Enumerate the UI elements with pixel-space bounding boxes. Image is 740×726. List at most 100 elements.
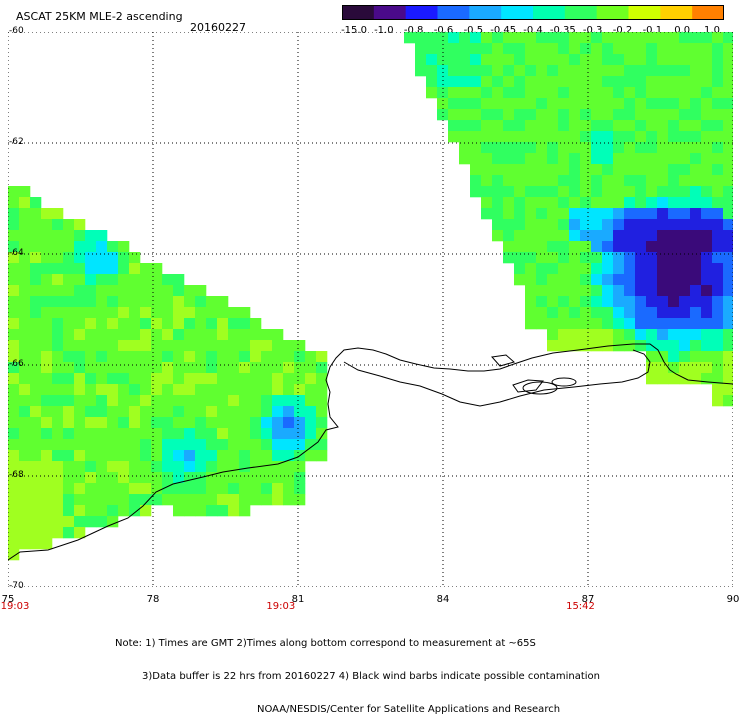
swath-cell xyxy=(74,263,86,275)
swath-cell xyxy=(657,373,669,385)
swath-cell xyxy=(514,252,526,264)
swath-cell xyxy=(239,494,251,506)
swath-cell xyxy=(470,186,482,198)
swath-cell xyxy=(602,307,614,319)
latitude-label: -70 xyxy=(9,581,24,591)
swath-cell xyxy=(118,307,130,319)
swath-cell xyxy=(602,197,614,209)
swath-cell xyxy=(294,472,306,484)
swath-cell xyxy=(151,351,163,363)
swath-cell xyxy=(261,428,273,440)
swath-cell xyxy=(558,219,570,231)
swath-cell xyxy=(657,153,669,165)
swath-cell xyxy=(580,252,592,264)
swath-cell xyxy=(602,142,614,154)
swath-cell xyxy=(217,450,229,462)
swath-cell xyxy=(52,318,64,330)
swath-cell xyxy=(261,340,273,352)
swath-cell xyxy=(173,472,185,484)
swath-cell xyxy=(162,472,174,484)
swath-cell xyxy=(569,230,581,242)
swath-cell xyxy=(547,32,559,44)
swath-cell xyxy=(569,296,581,308)
swath-cell xyxy=(140,329,152,341)
swath-cell xyxy=(591,252,603,264)
swath-cell xyxy=(206,384,218,396)
swath-cell xyxy=(195,428,207,440)
swath-cell xyxy=(96,263,108,275)
swath-cell xyxy=(558,252,570,264)
swath-cell xyxy=(712,395,724,407)
swath-cell xyxy=(503,98,515,110)
swath-cell xyxy=(503,153,515,165)
swath-cell xyxy=(184,362,196,374)
swath-cell xyxy=(19,263,31,275)
swath-cell xyxy=(547,131,559,143)
swath-cell xyxy=(41,494,53,506)
swath-cell xyxy=(250,494,262,506)
swath-cell xyxy=(96,439,108,451)
swath-cell xyxy=(63,406,75,418)
swath-cell xyxy=(547,142,559,154)
swath-cell xyxy=(217,417,229,429)
swath-cell xyxy=(525,285,537,297)
swath-cell xyxy=(712,340,724,352)
swath-cell xyxy=(547,87,559,99)
swath-cell xyxy=(569,197,581,209)
swath-cell xyxy=(162,329,174,341)
swath-cell xyxy=(162,417,174,429)
swath-cell xyxy=(459,76,471,88)
swath-cell xyxy=(19,483,31,495)
swath-cell xyxy=(63,505,75,517)
swath-cell xyxy=(107,472,119,484)
swath-cell xyxy=(723,318,733,330)
swath-cell xyxy=(151,307,163,319)
swath-cell xyxy=(690,318,702,330)
swath-cell xyxy=(151,373,163,385)
swath-cell xyxy=(657,340,669,352)
swath-cell xyxy=(52,307,64,319)
swath-cell xyxy=(558,175,570,187)
swath-cell xyxy=(41,461,53,473)
swath-cell xyxy=(118,384,130,396)
swath-cell xyxy=(173,274,185,286)
swath-cell xyxy=(514,32,526,44)
swath-cell xyxy=(118,406,130,418)
swath-cell xyxy=(107,318,119,330)
swath-cell xyxy=(228,417,240,429)
swath-cell xyxy=(602,164,614,176)
swath-cell xyxy=(63,362,75,374)
swath-cell xyxy=(459,43,471,55)
swath-cell xyxy=(668,76,680,88)
colorbar-segment xyxy=(628,5,661,20)
swath-cell xyxy=(624,285,636,297)
swath-cell xyxy=(41,329,53,341)
swath-cell xyxy=(30,395,42,407)
swath-cell xyxy=(613,219,625,231)
swath-cell xyxy=(657,87,669,99)
swath-cell xyxy=(8,538,20,550)
swath-cell xyxy=(690,43,702,55)
swath-cell xyxy=(613,285,625,297)
swath-cell xyxy=(613,76,625,88)
swath-cell xyxy=(184,340,196,352)
swath-cell xyxy=(657,208,669,220)
swath-cell xyxy=(492,54,504,66)
swath-cell xyxy=(19,505,31,517)
swath-cell xyxy=(8,483,20,495)
swath-cell xyxy=(129,461,141,473)
swath-cell xyxy=(580,54,592,66)
swath-cell xyxy=(558,76,570,88)
swath-cell xyxy=(305,450,317,462)
swath-cell xyxy=(503,131,515,143)
swath-cell xyxy=(646,109,658,121)
swath-cell xyxy=(536,197,548,209)
swath-cell xyxy=(96,483,108,495)
swath-cell xyxy=(558,164,570,176)
swath-cell xyxy=(701,164,713,176)
swath-cell xyxy=(569,307,581,319)
swath-cell xyxy=(536,87,548,99)
swath-cell xyxy=(129,351,141,363)
colorbar-tick-label: -0.6 xyxy=(433,25,454,36)
swath-cell xyxy=(85,417,97,429)
